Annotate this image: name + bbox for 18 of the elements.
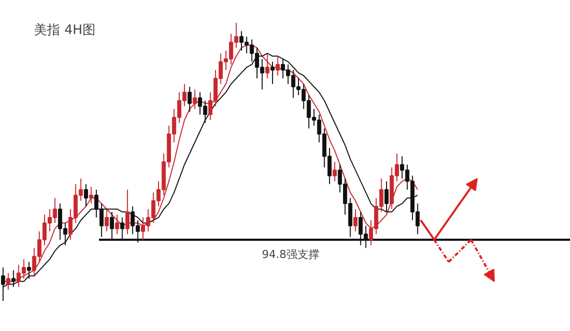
candlestick: [84, 184, 88, 207]
candlestick: [26, 261, 32, 280]
candlestick: [125, 189, 130, 235]
candlestick: [276, 56, 280, 76]
candlestick: [384, 180, 389, 212]
ref-line-label: 94.8强支撑: [262, 248, 320, 262]
candlestick: [110, 211, 114, 240]
candlestick: [270, 61, 275, 84]
candlestick: [115, 214, 120, 235]
candlestick: [192, 89, 197, 110]
candlestick: [89, 186, 94, 204]
chart-title: 美指 4H图: [34, 22, 96, 38]
candlestick: [265, 52, 270, 79]
candlestick: [104, 208, 109, 232]
candlestick: [188, 86, 192, 112]
candlestick: [332, 161, 337, 182]
candlestick: [353, 208, 358, 232]
candlestick: [120, 216, 124, 240]
